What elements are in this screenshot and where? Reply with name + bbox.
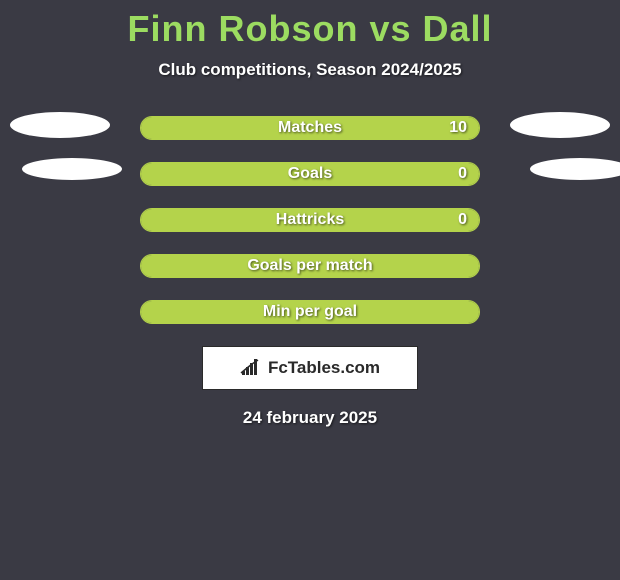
player-left-ellipse-2 — [22, 158, 122, 180]
comparison-card: Finn Robson vs Dall Club competitions, S… — [0, 0, 620, 428]
stat-label: Matches — [278, 119, 342, 137]
source-badge[interactable]: FcTables.com — [202, 346, 418, 390]
source-badge-text: FcTables.com — [268, 358, 380, 378]
stat-bar: Matches 10 — [140, 116, 480, 140]
stat-bar: Goals per match — [140, 254, 480, 278]
chart-zone: Matches 10 Goals 0 Hattricks 0 Goals per match… — [0, 116, 620, 324]
stat-value: 10 — [449, 119, 467, 137]
stat-label: Goals per match — [247, 257, 372, 275]
player-left-ellipse-1 — [10, 112, 110, 138]
snapshot-date: 24 february 2025 — [0, 408, 620, 428]
stat-value: 0 — [458, 211, 467, 229]
stat-bar: Min per goal — [140, 300, 480, 324]
stat-bar: Goals 0 — [140, 162, 480, 186]
stat-label: Goals — [288, 165, 332, 183]
player-right-ellipse-1 — [510, 112, 610, 138]
player-right-ellipse-2 — [530, 158, 620, 180]
chart-bars-icon — [240, 359, 262, 377]
stat-bar: Hattricks 0 — [140, 208, 480, 232]
stat-label: Min per goal — [263, 303, 357, 321]
stat-label: Hattricks — [276, 211, 344, 229]
stat-bars: Matches 10 Goals 0 Hattricks 0 Goals per match… — [140, 116, 480, 324]
page-subtitle: Club competitions, Season 2024/2025 — [0, 60, 620, 80]
page-title: Finn Robson vs Dall — [0, 8, 620, 50]
stat-value: 0 — [458, 165, 467, 183]
